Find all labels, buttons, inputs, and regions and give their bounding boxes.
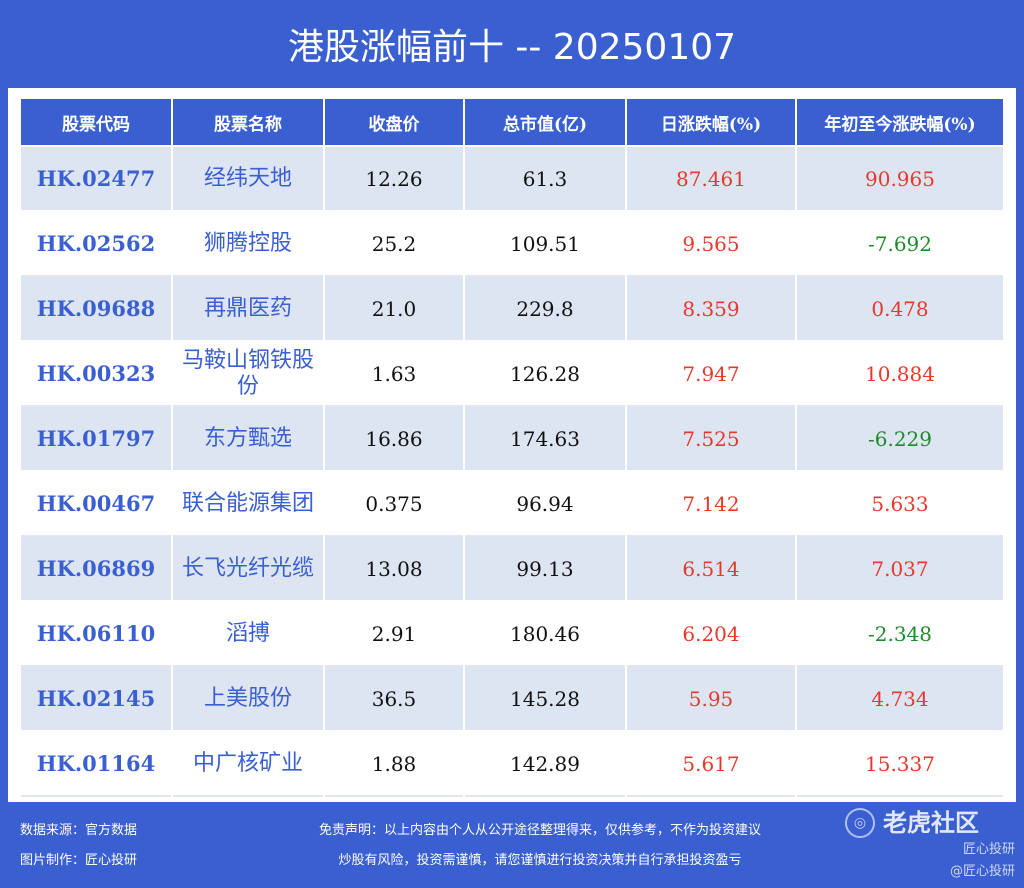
cell-day-change: 6.514 — [627, 537, 795, 602]
table-row: HK.02477 经纬天地 12.26 61.3 87.461 90.965 — [21, 147, 1003, 212]
cell-name: 马鞍山钢铁股份 — [173, 342, 323, 407]
cell-code: HK.02145 — [21, 667, 171, 732]
cell-code: HK.06869 — [21, 537, 171, 602]
cell-close: 2.91 — [325, 602, 463, 667]
cell-day-change: 7.525 — [627, 407, 795, 472]
footer-disclaimer: 免责声明：以上内容由个人从公开途径整理得来，仅供参考，不作为投资建议 炒股有风险… — [250, 816, 830, 876]
watermark-name: 匠心投研 — [962, 841, 1015, 857]
cell-day-change: 8.359 — [627, 277, 795, 342]
table-row: HK.09688 再鼎医药 21.0 229.8 8.359 0.478 — [21, 277, 1003, 342]
cell-ytd-change: -6.229 — [797, 407, 1003, 472]
cell-close: 36.5 — [325, 667, 463, 732]
cell-ytd-change: 4.734 — [797, 667, 1003, 732]
cell-day-change: 5.95 — [627, 667, 795, 732]
cell-ytd-change: -2.348 — [797, 602, 1003, 667]
header-mcap: 总市值(亿) — [465, 99, 625, 147]
cell-close: 16.86 — [325, 407, 463, 472]
cell-close: 1.63 — [325, 342, 463, 407]
cell-mcap: 96.94 — [465, 472, 625, 537]
table-row: HK.02562 狮腾控股 25.2 109.51 9.565 -7.692 — [21, 212, 1003, 277]
cell-code: HK.00323 — [21, 342, 171, 407]
cell-close: 0.375 — [325, 472, 463, 537]
cell-name: 长飞光纤光缆 — [173, 537, 323, 602]
cell-ytd-change: 5.633 — [797, 472, 1003, 537]
header-code: 股票代码 — [21, 99, 171, 147]
cell-mcap: 145.28 — [465, 667, 625, 732]
header-ytd-change: 年初至今涨跌幅(%) — [797, 99, 1003, 147]
cell-mcap: 180.46 — [465, 602, 625, 667]
cell-code: HK.01164 — [21, 732, 171, 797]
cell-close: 13.08 — [325, 537, 463, 602]
cell-code: HK.06110 — [21, 602, 171, 667]
cell-ytd-change: 15.337 — [797, 732, 1003, 797]
cell-mcap: 229.8 — [465, 277, 625, 342]
table-panel: 股票代码 股票名称 收盘价 总市值(亿) 日涨跌幅(%) 年初至今涨跌幅(%) … — [8, 88, 1016, 802]
cell-close: 1.88 — [325, 732, 463, 797]
cell-mcap: 174.63 — [465, 407, 625, 472]
cell-code: HK.02477 — [21, 147, 171, 212]
cell-ytd-change: 0.478 — [797, 277, 1003, 342]
table-row: HK.02145 上美股份 36.5 145.28 5.95 4.734 — [21, 667, 1003, 732]
cell-name: 狮腾控股 — [173, 212, 323, 277]
cell-name: 联合能源集团 — [173, 472, 323, 537]
table-row: HK.00323 马鞍山钢铁股份 1.63 126.28 7.947 10.884 — [21, 342, 1003, 407]
cell-close: 25.2 — [325, 212, 463, 277]
cell-ytd-change: 7.037 — [797, 537, 1003, 602]
cell-code: HK.00467 — [21, 472, 171, 537]
cell-name: 东方甄选 — [173, 407, 323, 472]
table-row: HK.06869 长飞光纤光缆 13.08 99.13 6.514 7.037 — [21, 537, 1003, 602]
page-title: 港股涨幅前十 -- 20250107 — [287, 27, 737, 68]
stock-table: 股票代码 股票名称 收盘价 总市值(亿) 日涨跌幅(%) 年初至今涨跌幅(%) … — [19, 99, 1005, 797]
disclaimer-text: 免责声明：以上内容由个人从公开途径整理得来，仅供参考，不作为投资建议 — [318, 823, 761, 838]
cell-close: 12.26 — [325, 147, 463, 212]
cell-day-change: 87.461 — [627, 147, 795, 212]
cell-day-change: 9.565 — [627, 212, 795, 277]
image-maker: 图片制作：匠心投研 — [20, 853, 138, 868]
watermark-handle: @匠心投研 — [949, 863, 1015, 879]
cell-ytd-change: 90.965 — [797, 147, 1003, 212]
cell-close: 21.0 — [325, 277, 463, 342]
cell-name: 中广核矿业 — [173, 732, 323, 797]
cell-mcap: 109.51 — [465, 212, 625, 277]
cell-mcap: 61.3 — [465, 147, 625, 212]
cell-mcap: 142.89 — [465, 732, 625, 797]
data-source: 数据来源：官方数据 — [20, 823, 138, 838]
footer-left: 数据来源：官方数据 图片制作：匠心投研 — [20, 816, 240, 876]
table-row: HK.06110 滔搏 2.91 180.46 6.204 -2.348 — [21, 602, 1003, 667]
cell-day-change: 5.617 — [627, 732, 795, 797]
header-close: 收盘价 — [325, 99, 463, 147]
cell-name: 再鼎医药 — [173, 277, 323, 342]
cell-ytd-change: -7.692 — [797, 212, 1003, 277]
risk-text: 炒股有风险，投资需谨慎，请您谨慎进行投资决策并自行承担投资盈亏 — [338, 853, 742, 868]
cell-code: HK.01797 — [21, 407, 171, 472]
cell-code: HK.02562 — [21, 212, 171, 277]
header-name: 股票名称 — [173, 99, 323, 147]
cell-day-change: 7.947 — [627, 342, 795, 407]
cell-mcap: 99.13 — [465, 537, 625, 602]
tiger-logo-icon: ◎ — [845, 808, 875, 838]
table-header-row: 股票代码 股票名称 收盘价 总市值(亿) 日涨跌幅(%) 年初至今涨跌幅(%) — [21, 99, 1003, 147]
footer-brand: ◎ 老虎社区 匠心投研 @匠心投研 — [845, 808, 1015, 883]
cell-day-change: 7.142 — [627, 472, 795, 537]
header-day-change: 日涨跌幅(%) — [627, 99, 795, 147]
cell-ytd-change: 10.884 — [797, 342, 1003, 407]
cell-code: HK.09688 — [21, 277, 171, 342]
cell-name: 上美股份 — [173, 667, 323, 732]
cell-name: 滔搏 — [173, 602, 323, 667]
cell-mcap: 126.28 — [465, 342, 625, 407]
table-row: HK.01797 东方甄选 16.86 174.63 7.525 -6.229 — [21, 407, 1003, 472]
table-row: HK.01164 中广核矿业 1.88 142.89 5.617 15.337 — [21, 732, 1003, 797]
table-body: HK.02477 经纬天地 12.26 61.3 87.461 90.965 HK.0256… — [21, 147, 1003, 797]
cell-name: 经纬天地 — [173, 147, 323, 212]
brand-name: 老虎社区 — [883, 809, 979, 837]
table-row: HK.00467 联合能源集团 0.375 96.94 7.142 5.633 — [21, 472, 1003, 537]
cell-day-change: 6.204 — [627, 602, 795, 667]
